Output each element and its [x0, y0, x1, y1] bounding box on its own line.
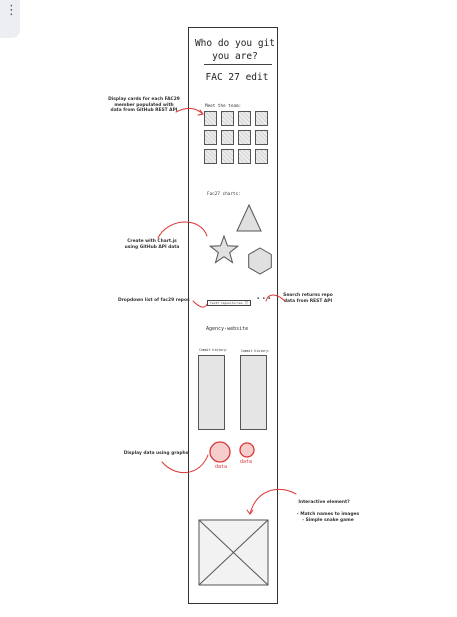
- team-card: [221, 130, 234, 145]
- team-card: [221, 111, 234, 126]
- wireframe-subtitle: FAC 27 edit: [205, 72, 269, 83]
- annotation-interactive-title: Interactive element?: [298, 500, 350, 505]
- charts-label: Fac27 charts:: [207, 192, 241, 197]
- annotation-graphs: Display data using graphs: [123, 451, 189, 456]
- team-card: [255, 130, 268, 145]
- data-circle-small: [239, 442, 255, 458]
- commit-history-panel-2: [240, 355, 267, 430]
- connector-chartjs: [157, 221, 208, 239]
- connector-graphs: [161, 454, 209, 474]
- agency-label: Agency-website: [206, 326, 249, 332]
- annotation-search: Search returns repo data from REST API: [283, 293, 333, 304]
- team-card: [221, 149, 234, 164]
- chevron-down-icon: ▽: [244, 300, 248, 305]
- commit-history-label-1: Commit history:: [199, 348, 228, 352]
- menu-button[interactable]: ⋮: [0, 0, 20, 38]
- dropdown-value: fac27 repositories: [210, 301, 243, 305]
- data-label-2: data: [240, 459, 253, 465]
- data-label-1: data: [215, 464, 228, 470]
- annotation-chartjs: Create with Chart.js using GitHub API da…: [124, 239, 180, 250]
- team-card: [238, 149, 251, 164]
- team-card: [238, 111, 251, 126]
- team-card: [238, 130, 251, 145]
- search-results-icon: ▪ ▪ ▪: [257, 295, 271, 300]
- hexagon-chart-shape: [248, 247, 272, 275]
- team-card: [255, 149, 268, 164]
- team-cards-grid: [204, 111, 268, 164]
- arrowhead-interactive: [246, 509, 254, 515]
- commit-history-label-2: Commit history:: [241, 349, 270, 353]
- team-card: [204, 149, 217, 164]
- connector-dropdown: [192, 300, 208, 308]
- annotation-interactive-item-1: - Match names to images: [296, 512, 360, 517]
- triangle-chart-shape: [236, 203, 262, 232]
- team-card: [255, 111, 268, 126]
- data-circle-large: [209, 441, 231, 463]
- team-card: [204, 130, 217, 145]
- title-divider: [204, 64, 272, 65]
- arrowhead-cards: [197, 109, 204, 116]
- team-card: [204, 111, 217, 126]
- connector-search: [265, 294, 286, 302]
- star-chart-shape: [208, 234, 240, 264]
- connector-cards: [175, 107, 204, 115]
- repo-dropdown[interactable]: fac27 repositories ▽: [207, 300, 251, 306]
- annotation-cards: Display cards for each FAC29 member popu…: [108, 97, 180, 113]
- commit-history-panel-1: [198, 355, 225, 430]
- connector-interactive: [249, 488, 297, 515]
- more-vert-icon: ⋮: [5, 3, 18, 18]
- placeholder-cross-2: [198, 519, 269, 586]
- annotation-dropdown: Dropdown list of fac29 repos: [118, 298, 190, 303]
- team-label: Meet the team:: [205, 104, 242, 109]
- wireframe-title: Who do you git you are?: [194, 38, 276, 62]
- annotation-interactive-item-2: - Simple snake game: [302, 518, 354, 523]
